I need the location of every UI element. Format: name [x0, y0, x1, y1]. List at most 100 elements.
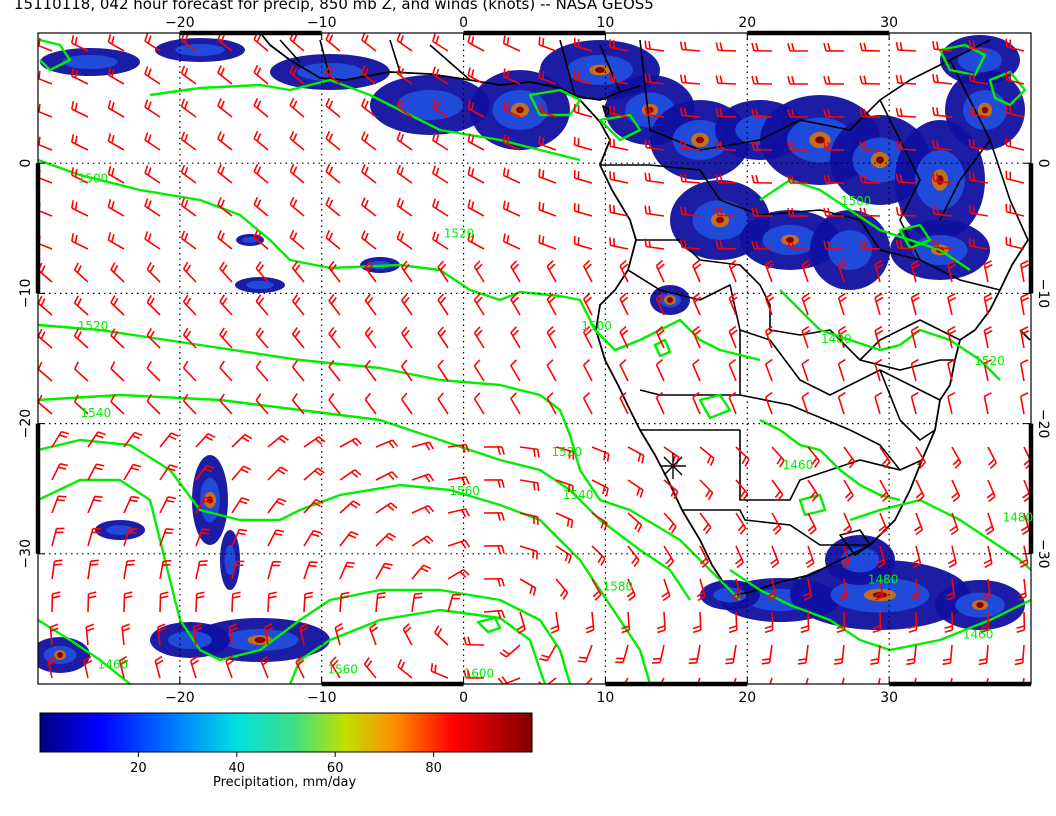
- wind-barb: [801, 292, 811, 316]
- wind-barb: [339, 437, 362, 448]
- wind-barb: [107, 100, 125, 118]
- wind-barb: [375, 471, 398, 481]
- wind-barb: [71, 233, 89, 250]
- precip-peak: [667, 297, 673, 303]
- wind-barb: [107, 232, 125, 250]
- wind-barb: [267, 466, 288, 481]
- wind-barb: [728, 325, 738, 349]
- wind-barb: [361, 33, 377, 52]
- wind-barb: [555, 479, 574, 494]
- lat-label-right: 0: [1035, 159, 1051, 168]
- wind-barb: [688, 644, 701, 665]
- wind-barb: [1019, 326, 1030, 349]
- wind-barb: [715, 108, 737, 118]
- wind-barb: [968, 237, 989, 250]
- wind-barb: [949, 512, 959, 536]
- wind-barb: [679, 74, 701, 85]
- wind-barb: [986, 479, 996, 503]
- wind-barb: [621, 611, 631, 634]
- wind-barb: [968, 72, 989, 85]
- wind-barb: [219, 294, 233, 316]
- wind-barb: [195, 496, 213, 514]
- wind-barb: [502, 134, 521, 151]
- wind-barb: [859, 108, 881, 118]
- border-angola: [627, 269, 741, 396]
- contour-label: 1520: [974, 354, 1005, 368]
- wind-barb: [874, 391, 883, 415]
- wind-barb: [1005, 104, 1025, 118]
- wind-barb: [573, 170, 593, 184]
- wind-barb: [118, 655, 128, 679]
- wind-barb: [715, 75, 737, 85]
- wind-barb: [987, 446, 998, 469]
- wind-barb: [289, 130, 305, 151]
- wind-barb: [874, 325, 884, 349]
- colorbar-title: Precipitation, mm/day: [213, 775, 357, 790]
- border-namibia: [640, 429, 923, 501]
- wind-barb: [483, 446, 505, 455]
- lon-label-top: 30: [880, 15, 898, 31]
- wind-barb: [437, 293, 449, 316]
- precip-cell-inner: [224, 545, 236, 575]
- wind-barb: [876, 545, 886, 569]
- wind-barb: [591, 578, 602, 601]
- wind-barb: [951, 479, 961, 503]
- wind-barb: [144, 33, 161, 52]
- wind-barb: [123, 431, 143, 448]
- wind-barb: [932, 41, 953, 52]
- wind-barb: [361, 197, 377, 217]
- lon-label-bottom: 0: [459, 690, 468, 706]
- wind-barb: [267, 497, 287, 514]
- wind-barb: [253, 64, 269, 85]
- wind-barb: [159, 496, 177, 514]
- wind-barb: [325, 163, 341, 184]
- wind-barb: [644, 205, 665, 217]
- wind-barb: [895, 107, 917, 118]
- wind-barb: [910, 358, 919, 382]
- wind-barb: [715, 42, 737, 52]
- wind-barb: [874, 358, 883, 382]
- wind-barb: [110, 295, 125, 316]
- wind-barb: [364, 392, 377, 415]
- wind-barb: [555, 545, 572, 564]
- wind-barb: [655, 391, 665, 415]
- wind-barb: [627, 512, 643, 533]
- wind-barb: [361, 230, 377, 250]
- wind-barb: [144, 231, 161, 250]
- wind-barb: [146, 294, 161, 316]
- wind-barb: [807, 446, 820, 468]
- wind-barb: [728, 259, 738, 283]
- wind-barb: [157, 623, 167, 646]
- wind-barb: [182, 261, 197, 283]
- wind-barb: [913, 677, 917, 684]
- precip-cell-inner: [168, 631, 212, 649]
- wind-barb: [728, 358, 737, 382]
- wind-barb: [463, 636, 485, 646]
- wind-barb: [519, 446, 540, 458]
- wind-barb: [328, 359, 341, 382]
- wind-barb: [432, 165, 449, 184]
- wind-barb: [656, 611, 666, 634]
- wind-barb: [655, 325, 665, 349]
- wind-barb: [73, 394, 89, 415]
- wind-barb: [751, 42, 773, 52]
- wind-barb: [627, 545, 640, 568]
- wind-barb: [910, 259, 920, 283]
- wind-barb: [87, 559, 99, 580]
- wind-barb: [267, 434, 289, 448]
- wind-barb: [432, 198, 449, 217]
- wind-barb: [401, 326, 413, 349]
- lon-label-top: 10: [597, 15, 615, 31]
- wind-barb: [447, 508, 470, 518]
- wind-barb: [623, 677, 629, 684]
- contour-label: 1520: [78, 319, 109, 333]
- contour-label: 1520: [444, 226, 475, 240]
- wind-barb: [619, 358, 629, 382]
- contour-1500-east: [759, 178, 971, 271]
- contour-label: 1560: [327, 663, 358, 677]
- wind-barb: [582, 392, 593, 415]
- wind-barb: [363, 657, 377, 679]
- wind-barb: [473, 260, 485, 283]
- wind-barb: [217, 131, 233, 151]
